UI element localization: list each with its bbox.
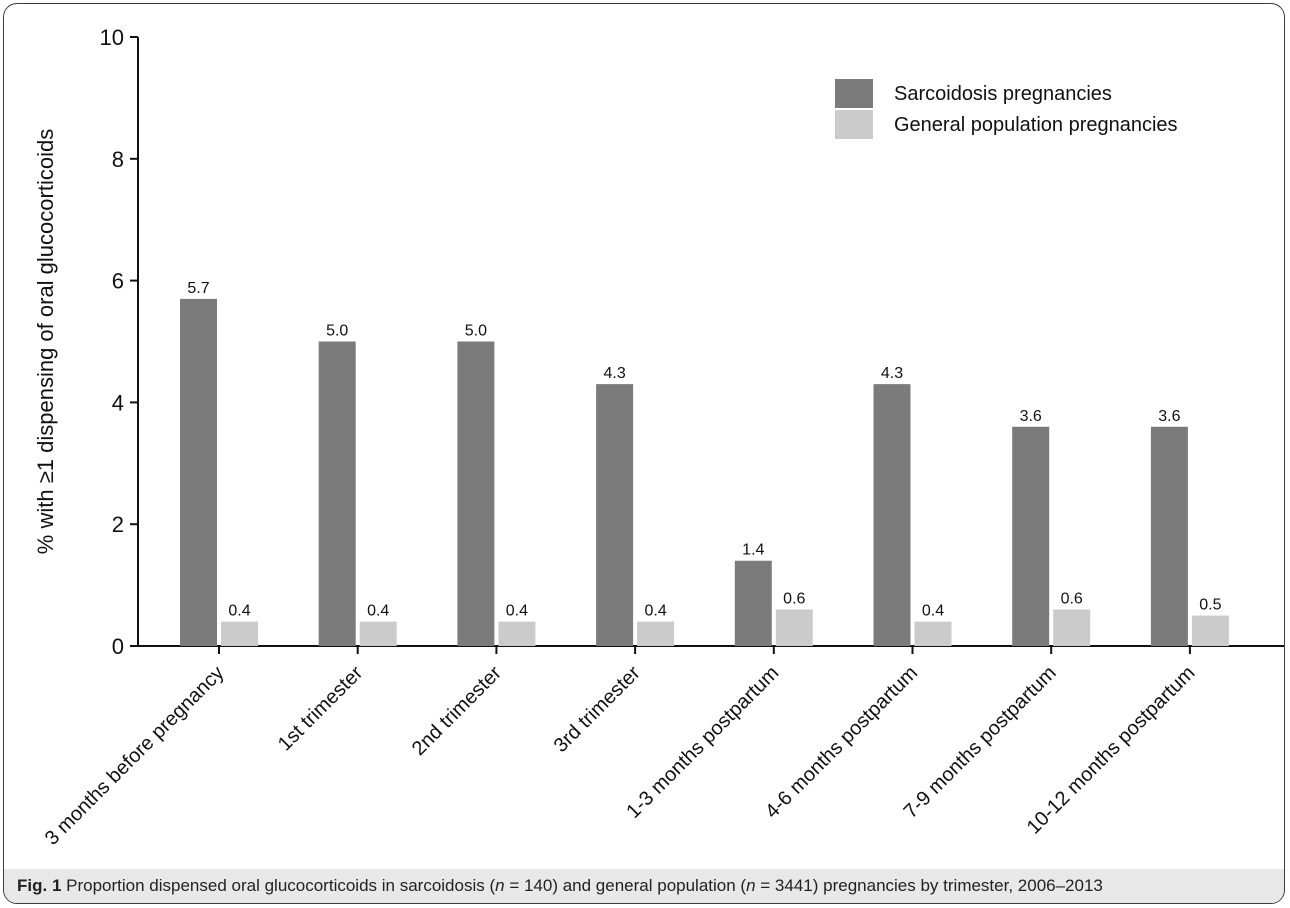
bar-sarcoidosis-3 bbox=[596, 384, 634, 646]
data-label: 3.6 bbox=[1158, 408, 1180, 425]
data-label: 5.0 bbox=[465, 323, 487, 340]
data-label: 0.5 bbox=[1199, 597, 1221, 614]
x-tick-label: 1st trimester bbox=[274, 662, 368, 756]
data-label: 4.3 bbox=[881, 365, 903, 382]
data-label: 0.6 bbox=[1061, 590, 1083, 607]
bar-sarcoidosis-2 bbox=[457, 341, 495, 646]
bars bbox=[180, 298, 1229, 646]
data-label: 0.4 bbox=[506, 603, 528, 620]
data-label: 0.4 bbox=[228, 603, 250, 620]
data-label: 0.4 bbox=[922, 603, 944, 620]
axes: 0 2 4 6 8 10 % with ≥1 dispensing of oral gluc… bbox=[33, 25, 1284, 850]
legend-label: Sarcoidosis pregnancies bbox=[894, 83, 1112, 105]
bar-sarcoidosis-6 bbox=[1012, 426, 1050, 646]
y-tick-label: 2 bbox=[112, 512, 124, 537]
bar-general-7 bbox=[1191, 615, 1229, 646]
x-tick-label: 1-3 months postpartum bbox=[622, 662, 783, 823]
bar-general-6 bbox=[1053, 609, 1091, 646]
caption-text-3: = 3441) pregnancies by trimester, 2006–2… bbox=[755, 876, 1103, 895]
data-labels: 5.7 0.4 5.0 0.4 5.0 0.4 4.3 0.4 1.4 0.6 4.3 0.4 3.6 0… bbox=[187, 280, 1221, 620]
bar-general-0 bbox=[221, 621, 258, 646]
caption-n-a: n bbox=[495, 876, 505, 895]
bar-sarcoidosis-7 bbox=[1150, 426, 1188, 646]
x-tick-label: 4-6 months postpartum bbox=[761, 662, 922, 823]
y-tick-label: 8 bbox=[112, 147, 124, 172]
data-label: 0.4 bbox=[367, 603, 389, 620]
data-label: 4.3 bbox=[603, 365, 625, 382]
data-label: 0.4 bbox=[644, 603, 666, 620]
caption-label: Fig. 1 bbox=[17, 876, 62, 895]
bar-sarcoidosis-5 bbox=[873, 384, 911, 646]
y-tick-label: 4 bbox=[112, 390, 124, 415]
y-tick-label: 0 bbox=[112, 634, 124, 659]
data-label: 0.6 bbox=[783, 590, 805, 607]
legend-swatch bbox=[835, 110, 873, 139]
bar-general-3 bbox=[637, 621, 675, 646]
bar-general-4 bbox=[775, 609, 813, 646]
legend-label: General population pregnancies bbox=[894, 114, 1178, 136]
data-label: 1.4 bbox=[742, 542, 764, 559]
x-tick-label: 3rd trimester bbox=[550, 662, 645, 757]
caption-text-2: = 140) and general population ( bbox=[504, 876, 747, 895]
caption-n-b: n bbox=[746, 876, 756, 895]
bar-sarcoidosis-0 bbox=[180, 298, 217, 646]
bar-general-2 bbox=[498, 621, 536, 646]
x-tick-label: 7-9 months postpartum bbox=[900, 662, 1061, 823]
figure-frame: 0 2 4 6 8 10 % with ≥1 dispensing of oral gluc… bbox=[3, 3, 1285, 904]
caption-text-1: Proportion dispensed oral glucocorticoid… bbox=[61, 876, 496, 895]
y-tick-label: 10 bbox=[100, 25, 124, 50]
x-tick-label: 2nd trimester bbox=[408, 662, 506, 760]
data-label: 3.6 bbox=[1020, 408, 1042, 425]
bar-general-1 bbox=[359, 621, 397, 646]
bar-sarcoidosis-4 bbox=[734, 560, 772, 646]
data-label: 5.7 bbox=[187, 280, 209, 297]
y-tick-label: 6 bbox=[112, 269, 124, 294]
x-tick-label: 3 months before pregnancy bbox=[41, 662, 229, 850]
data-label: 5.0 bbox=[326, 323, 348, 340]
figure-caption: Fig. 1 Proportion dispensed oral glucoco… bbox=[4, 869, 1284, 903]
bar-chart: 0 2 4 6 8 10 % with ≥1 dispensing of oral gluc… bbox=[33, 25, 1284, 850]
legend-swatch bbox=[835, 79, 873, 108]
bar-sarcoidosis-1 bbox=[318, 341, 356, 646]
legend: Sarcoidosis pregnancies General populatio… bbox=[835, 79, 1178, 139]
bar-general-5 bbox=[914, 621, 952, 646]
y-axis-label: % with ≥1 dispensing of oral glucocortic… bbox=[33, 129, 58, 554]
